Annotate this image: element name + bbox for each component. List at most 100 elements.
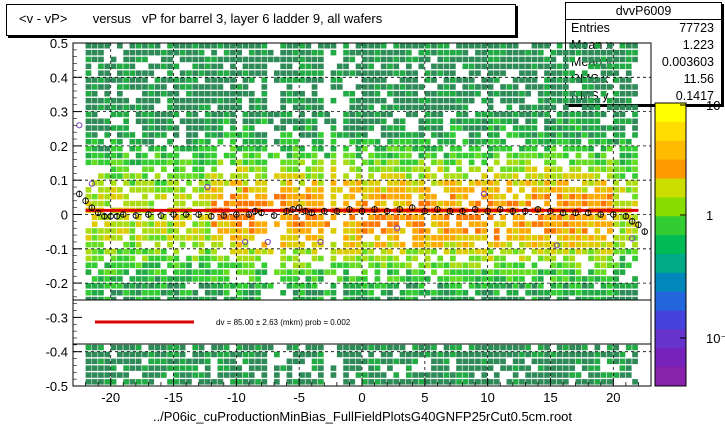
heatmap-cell [362,70,368,76]
heatmap-cell [91,200,98,207]
heatmap-cell [500,56,506,63]
heatmap-cell [619,132,626,138]
heatmap-cell [110,63,117,70]
heatmap-cell [129,221,136,227]
heatmap-cell [211,180,217,186]
heatmap-cell [117,91,123,97]
heatmap-cell [198,379,205,385]
heatmap-cell [563,241,569,248]
heatmap-cell [211,132,217,138]
heatmap-cell [186,180,192,186]
heatmap-cell [519,70,525,76]
profile-point [358,207,366,215]
heatmap-cell [110,221,117,227]
heatmap-cell [406,70,412,76]
heatmap-cell [588,248,594,255]
heatmap-cell [311,180,318,186]
heatmap-cell [506,49,513,56]
heatmap-cell [393,84,400,90]
heatmap-cell [343,372,349,378]
heatmap-cell [343,365,349,371]
heatmap-cell [563,132,569,138]
heatmap-cell [368,290,374,296]
heatmap-cell [179,283,186,289]
heatmap-cell [443,152,450,159]
heatmap-cell [236,166,242,172]
heatmap-cell [98,49,104,56]
heatmap-cell [355,70,362,76]
heatmap-cell [135,269,142,275]
heatmap-cell [450,139,456,145]
heatmap-cell [85,56,92,63]
heatmap-cell [575,276,582,282]
heatmap-cell [292,193,299,200]
heatmap-cell [223,132,230,138]
heatmap-cell [161,255,167,262]
heatmap-cell [362,104,368,111]
heatmap-cell [204,193,211,200]
heatmap-cell [161,145,167,152]
heatmap-cell [286,139,293,145]
heatmap-cell [537,365,544,371]
heatmap-cell [431,200,437,207]
heatmap-cell [393,221,400,227]
heatmap-cell [380,290,387,296]
heatmap-cell [173,372,180,378]
heatmap-cell [248,104,255,111]
heatmap-cell [437,63,444,70]
heatmap-cell [311,269,318,275]
heatmap-cell [437,166,444,172]
heatmap-cell [575,187,582,193]
heatmap-cell [437,145,444,152]
heatmap-cell [85,262,92,268]
heatmap-cell [393,118,400,124]
heatmap-cell [406,159,412,166]
heatmap-cell [437,228,444,234]
heatmap-cell [318,235,324,241]
x-tick-label: -10 [227,390,246,405]
heatmap-cell [556,139,563,145]
heatmap-cell [550,351,557,358]
heatmap-cell [311,152,318,159]
heatmap-cell [493,173,500,179]
heatmap-cell [500,63,506,70]
heatmap-cell [230,221,236,227]
heatmap-cell [443,139,450,145]
heatmap-cell [632,166,638,172]
heatmap-cell [343,241,349,248]
heatmap-cell [129,276,136,282]
heatmap-cell [556,84,563,90]
heatmap-cell [154,365,161,371]
heatmap-cell [556,221,563,227]
heatmap-cell [450,104,456,111]
heatmap-cell [255,43,261,49]
heatmap-cell [487,283,494,289]
heatmap-cell [594,344,601,351]
heatmap-cell [85,358,92,365]
heatmap-cell [468,97,475,104]
heatmap-cell [318,290,324,296]
heatmap-cell [607,166,613,172]
heatmap-cell [142,84,148,90]
heatmap-cell [537,351,544,358]
heatmap-cell [487,241,494,248]
heatmap-cell [537,379,544,385]
heatmap-cell [525,159,531,166]
heatmap-cell [588,290,594,296]
heatmap-cell [211,255,217,262]
heatmap-cell [613,91,619,97]
heatmap-cell [563,173,569,179]
profile-point [182,211,190,218]
heatmap-cell [525,104,531,111]
heatmap-cell [286,159,293,166]
heatmap-cell [349,104,356,111]
heatmap-cell [248,248,255,255]
heatmap-cell [223,351,230,358]
heatmap-cell [280,70,286,76]
heatmap-cell [569,214,575,220]
heatmap-cell [179,269,186,275]
heatmap-cell [456,283,462,289]
heatmap-cell [475,200,481,207]
heatmap-cell [161,166,167,172]
heatmap-cell [117,159,123,166]
